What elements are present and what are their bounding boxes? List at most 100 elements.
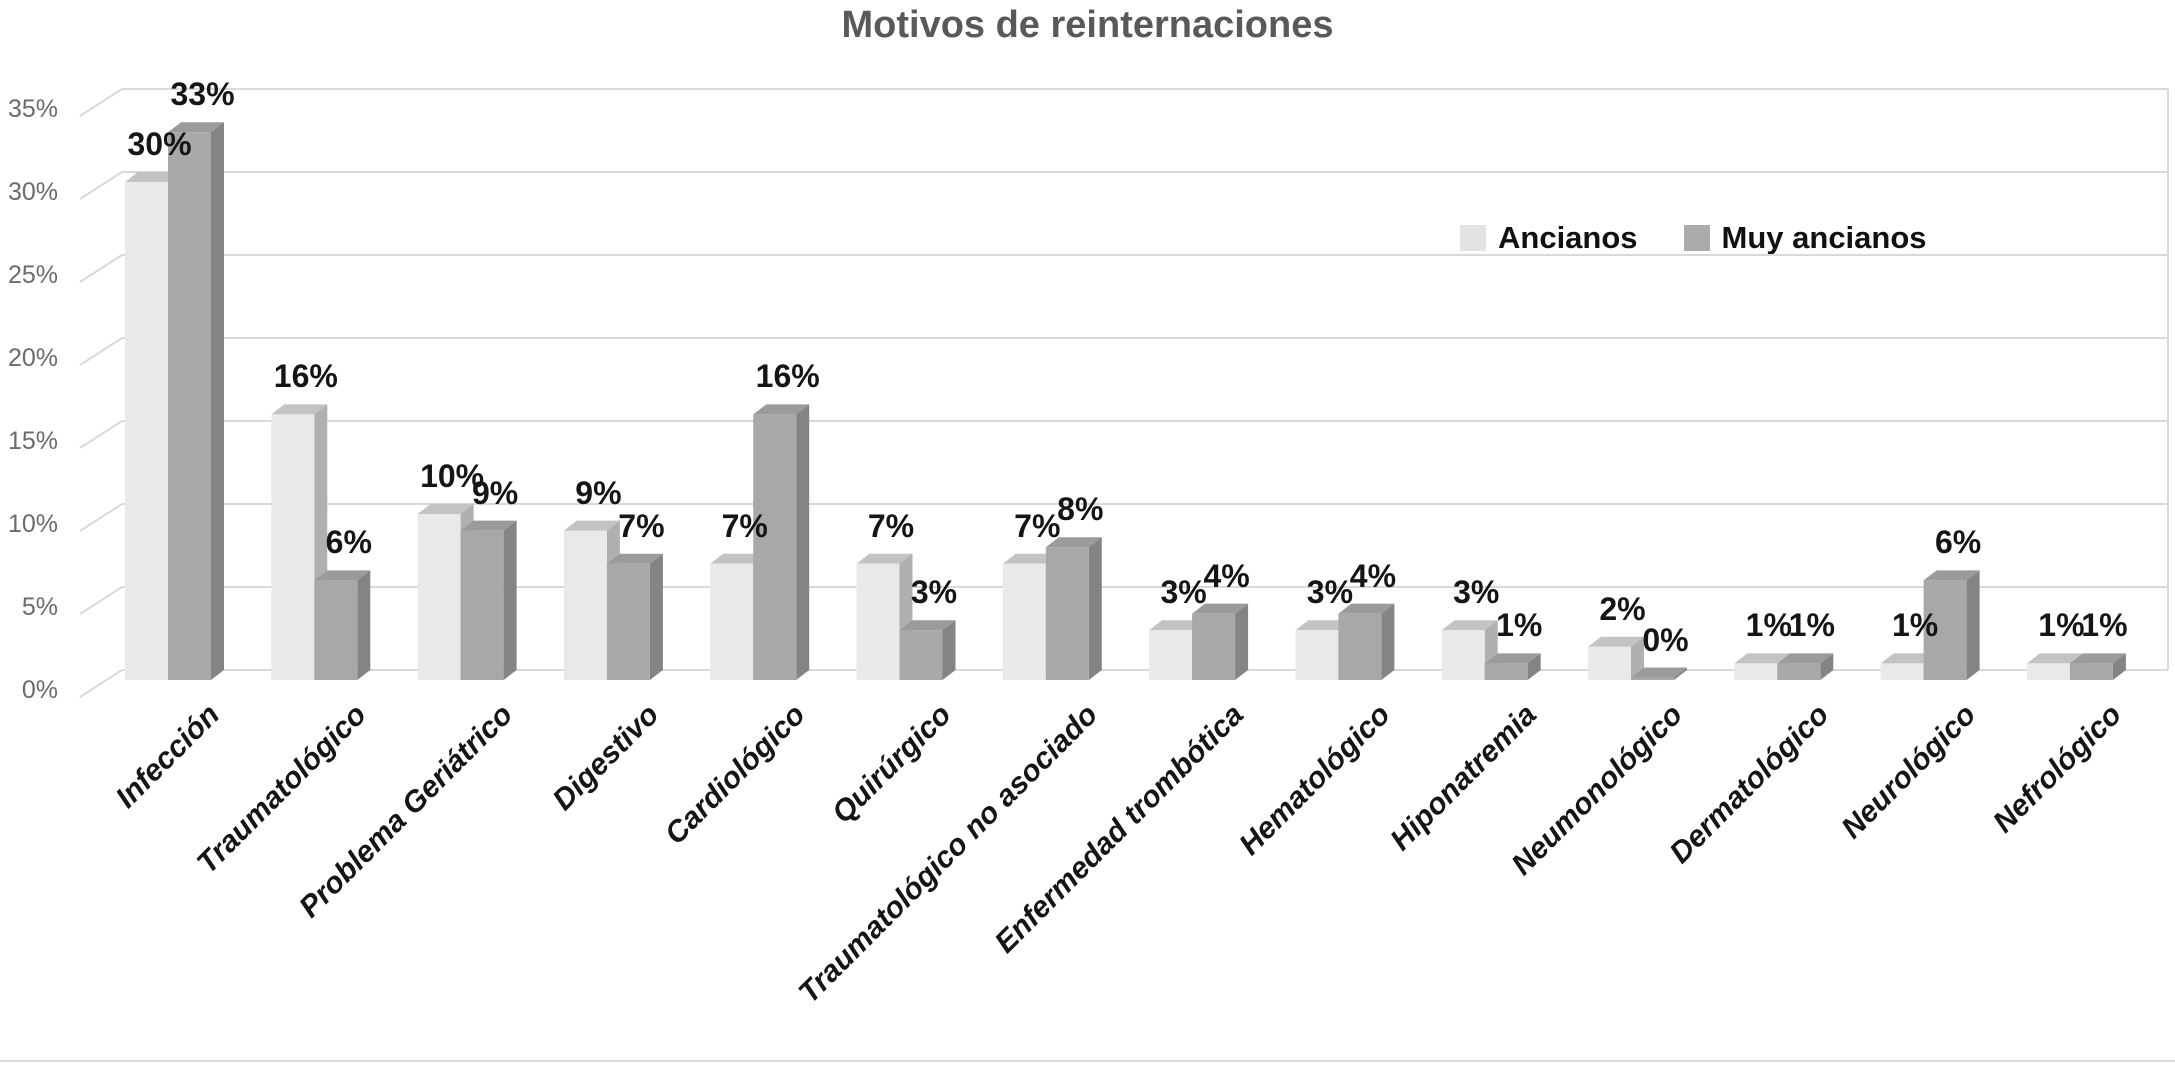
bar-top-1-1 (314, 570, 371, 581)
legend-swatch-ancianos (1460, 225, 1486, 251)
bar-top-0-4 (710, 553, 767, 564)
legend-entry-muy-ancianos: Muy ancianos (1683, 220, 1927, 256)
bar-side-1-9 (1527, 653, 1541, 680)
axis-tick-15 (79, 420, 123, 449)
bar-Muy ancianos-9 (1484, 663, 1528, 680)
y-axis-label-35%: 35% (7, 95, 58, 123)
data-label-Muy ancianos-9: 1% (1496, 607, 1543, 644)
bar-top-0-0 (125, 172, 181, 182)
axis-tick-35 (79, 88, 123, 117)
data-label-Ancianos-1: 16% (273, 358, 338, 395)
data-label-Ancianos-2: 10% (420, 458, 485, 494)
data-label-Ancianos-3: 9% (575, 474, 622, 511)
bar-top-0-13 (2026, 653, 2083, 664)
bar-top-1-7 (1192, 603, 1249, 614)
data-label-Muy ancianos-3: 7% (618, 507, 665, 544)
bar-top-1-12 (1923, 570, 1980, 581)
data-label-Ancianos-11: 1% (1745, 607, 1792, 644)
bar-side-1-12 (1966, 570, 1980, 680)
bar-Muy ancianos-1 (314, 580, 358, 680)
bar-Ancianos-4 (710, 563, 754, 680)
bar-Ancianos-3 (563, 530, 607, 680)
axis-tick-10 (79, 503, 123, 532)
bar-side-0-10 (1631, 636, 1644, 680)
y-axis-label-20%: 20% (7, 344, 58, 372)
legend-label-muy-ancianos: Muy ancianos (1721, 220, 1927, 255)
bar-top-1-0 (168, 122, 224, 133)
legend-swatch-muy-ancianos (1683, 225, 1710, 251)
bar-Muy ancianos-4 (753, 414, 797, 680)
bar-top-0-10 (1588, 636, 1644, 647)
bar-Muy ancianos-2 (460, 530, 504, 680)
bar-Ancianos-8 (1295, 630, 1339, 680)
axis-tick-0 (79, 669, 123, 698)
bar-top-1-5 (899, 620, 956, 631)
data-label-Muy ancianos-2: 9% (471, 474, 519, 511)
y-axis-label-5%: 5% (21, 593, 58, 621)
bar-Ancianos-13 (2026, 663, 2070, 680)
data-label-Ancianos-6: 7% (1014, 507, 1061, 544)
axis-tick-25 (79, 254, 123, 283)
axis-tick-20 (79, 337, 123, 366)
data-label-Ancianos-7: 3% (1160, 574, 1207, 611)
bar-Muy ancianos-8 (1338, 613, 1382, 680)
y-axis-label-15%: 15% (7, 427, 58, 455)
data-label-Muy ancianos-6: 8% (1057, 491, 1104, 528)
bar-top-0-11 (1734, 653, 1791, 664)
data-label-Ancianos-0: 30% (127, 126, 192, 162)
bar-side-1-7 (1235, 603, 1249, 680)
bar-side-1-3 (649, 553, 663, 680)
bar-side-1-13 (2112, 653, 2126, 680)
data-label-Ancianos-13: 1% (2038, 607, 2085, 644)
bar-Ancianos-1 (271, 414, 315, 680)
bar-Ancianos-6 (1002, 563, 1046, 680)
bar-top-0-9 (1441, 620, 1498, 631)
bar-Muy ancianos-7 (1192, 613, 1236, 680)
data-label-Muy ancianos-7: 4% (1203, 557, 1250, 594)
bar-top-1-8 (1338, 603, 1395, 614)
bar-Ancianos-12 (1880, 663, 1924, 680)
bar-Muy ancianos-0 (168, 132, 211, 680)
legend: Ancianos Muy ancianos (1460, 220, 1973, 256)
bar-Muy ancianos-5 (899, 630, 943, 680)
bar-top-0-3 (563, 520, 620, 531)
data-label-Ancianos-10: 2% (1599, 590, 1646, 627)
data-label-Muy ancianos-4: 16% (755, 358, 820, 395)
data-label-Muy ancianos-11: 1% (1788, 607, 1835, 644)
y-axis-label-25%: 25% (7, 261, 58, 289)
bar-Muy ancianos-10 (1631, 677, 1674, 680)
legend-label-ancianos: Ancianos (1498, 220, 1638, 255)
bar-top-0-6 (1002, 553, 1059, 564)
bar-top-1-4 (753, 404, 810, 415)
data-label-Muy ancianos-10: 0% (1642, 621, 1689, 658)
bar-side-1-4 (796, 404, 810, 680)
bar-top-0-5 (856, 553, 913, 564)
bar-Ancianos-2 (417, 514, 461, 680)
bar-top-0-8 (1295, 620, 1352, 631)
bar-side-1-2 (503, 520, 517, 680)
data-label-Muy ancianos-5: 3% (910, 574, 958, 611)
chart-title: Motivos de reinternaciones (841, 4, 1334, 46)
bar-top-1-2 (460, 520, 517, 531)
data-label-Ancianos-8: 3% (1306, 574, 1354, 611)
figure-bottom-border (0, 1060, 2175, 1062)
bar-top-0-7 (1149, 620, 1206, 631)
bar-top-1-13 (2069, 653, 2126, 664)
bar-side-1-5 (942, 620, 956, 680)
bar-top-0-2 (417, 504, 474, 514)
bar-Muy ancianos-11 (1777, 663, 1821, 680)
bar-side-1-8 (1381, 603, 1395, 680)
bar-Muy ancianos-3 (606, 563, 650, 680)
bar-Ancianos-10 (1588, 646, 1631, 680)
data-label-Muy ancianos-12: 6% (1934, 524, 1982, 561)
y-axis-label-10%: 10% (7, 510, 58, 538)
data-label-Muy ancianos-0: 33% (170, 76, 235, 113)
bar-top-0-1 (271, 404, 328, 415)
bar-top-1-6 (1045, 537, 1102, 548)
axis-tick-5 (79, 586, 123, 615)
axis-tick-30 (79, 171, 123, 200)
bar-Muy ancianos-13 (2069, 663, 2113, 680)
bar-Muy ancianos-6 (1045, 547, 1089, 680)
